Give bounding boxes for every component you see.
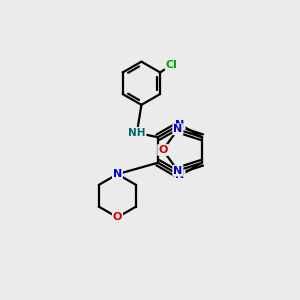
Text: N: N (173, 124, 182, 134)
Text: N: N (176, 119, 184, 130)
Text: O: O (158, 145, 167, 155)
Text: O: O (113, 212, 122, 222)
Text: NH: NH (128, 128, 146, 138)
Text: N: N (173, 166, 182, 176)
Text: N: N (113, 169, 122, 179)
Text: N: N (176, 170, 184, 181)
Text: Cl: Cl (166, 60, 178, 70)
